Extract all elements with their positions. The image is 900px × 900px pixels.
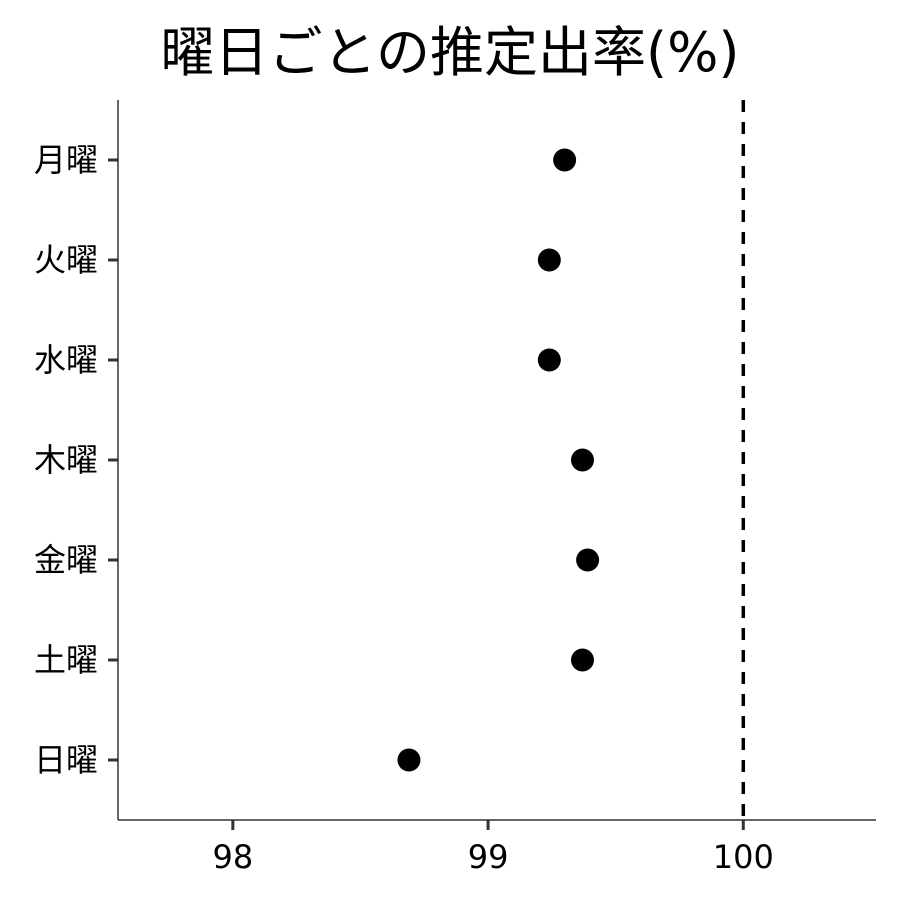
y-tick-label: 木曜 <box>34 441 98 479</box>
y-tick-label: 水曜 <box>34 341 98 379</box>
y-tick-label: 月曜 <box>34 141 98 179</box>
data-points <box>397 148 600 772</box>
data-point-7 <box>397 748 421 772</box>
data-point-6 <box>570 648 594 672</box>
x-tick-label: 99 <box>468 838 509 876</box>
y-tick-label: 金曜 <box>34 541 98 579</box>
data-point-2 <box>537 248 561 272</box>
y-tick-label: 土曜 <box>34 641 98 679</box>
data-point-3 <box>537 348 561 372</box>
y-tick-label: 火曜 <box>34 241 98 279</box>
y-tick-label: 日曜 <box>34 741 98 779</box>
axes <box>108 100 876 830</box>
x-tick-label: 100 <box>713 838 774 876</box>
x-tick-labels: 98 99 100 <box>212 838 773 876</box>
chart-title: 曜日ごとの推定出率(%) <box>160 21 740 84</box>
data-point-1 <box>553 148 577 172</box>
x-tick-label: 98 <box>212 838 253 876</box>
data-point-5 <box>576 548 600 572</box>
data-point-4 <box>570 448 594 472</box>
